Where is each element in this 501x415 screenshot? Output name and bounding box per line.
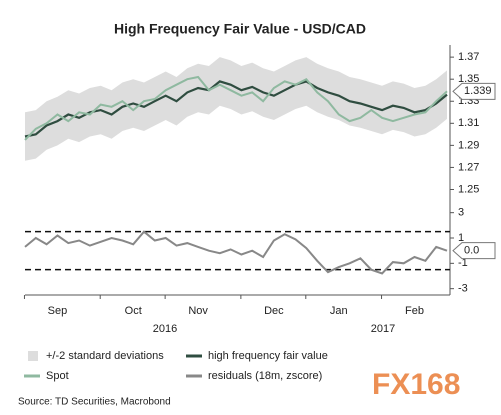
x-tick-label: Oct — [125, 305, 142, 317]
source: Source: TD Securities, Macrobond — [18, 397, 171, 408]
legend-swatch — [28, 351, 38, 361]
x-tick-label: Feb — [405, 305, 424, 317]
y-tick-label: 1.35 — [458, 73, 479, 85]
legend-label: residuals (18m, zscore) — [208, 370, 322, 382]
legend-label: +/-2 standard deviations — [46, 350, 164, 362]
y-tick-label: 1.31 — [458, 117, 479, 129]
y-tick-label: 1.29 — [458, 139, 479, 151]
x-tick-label: Dec — [264, 305, 284, 317]
legend-label: Spot — [46, 370, 69, 382]
y-tick-label: 1 — [458, 232, 464, 244]
callout-box — [452, 242, 496, 260]
x-tick-label: Sep — [48, 305, 68, 317]
watermark: FX168 — [372, 368, 460, 401]
x-group-label: 2016 — [153, 323, 177, 335]
x-group-label: 2017 — [371, 323, 395, 335]
band — [25, 57, 447, 161]
callout-box — [452, 82, 496, 100]
chart-title: High Frequency Fair Value - USD/CAD — [114, 21, 366, 37]
series-line — [24, 75, 448, 141]
y-tick-label: -3 — [458, 283, 468, 295]
x-tick-label: Jan — [330, 305, 348, 317]
series-line — [24, 80, 448, 138]
x-tick-label: Nov — [188, 305, 208, 317]
legend-label: high frequency fair value — [208, 350, 328, 362]
y-tick-label: 1.37 — [458, 51, 479, 63]
y-tick-label: 1.25 — [458, 183, 479, 195]
value-label: 0.0 — [464, 245, 479, 257]
y-tick-label: -1 — [458, 257, 468, 269]
y-tick-label: 1.27 — [458, 161, 479, 173]
value-label: 1.339 — [464, 85, 492, 97]
series-line — [24, 230, 448, 275]
y-tick-label: 3 — [458, 207, 464, 219]
